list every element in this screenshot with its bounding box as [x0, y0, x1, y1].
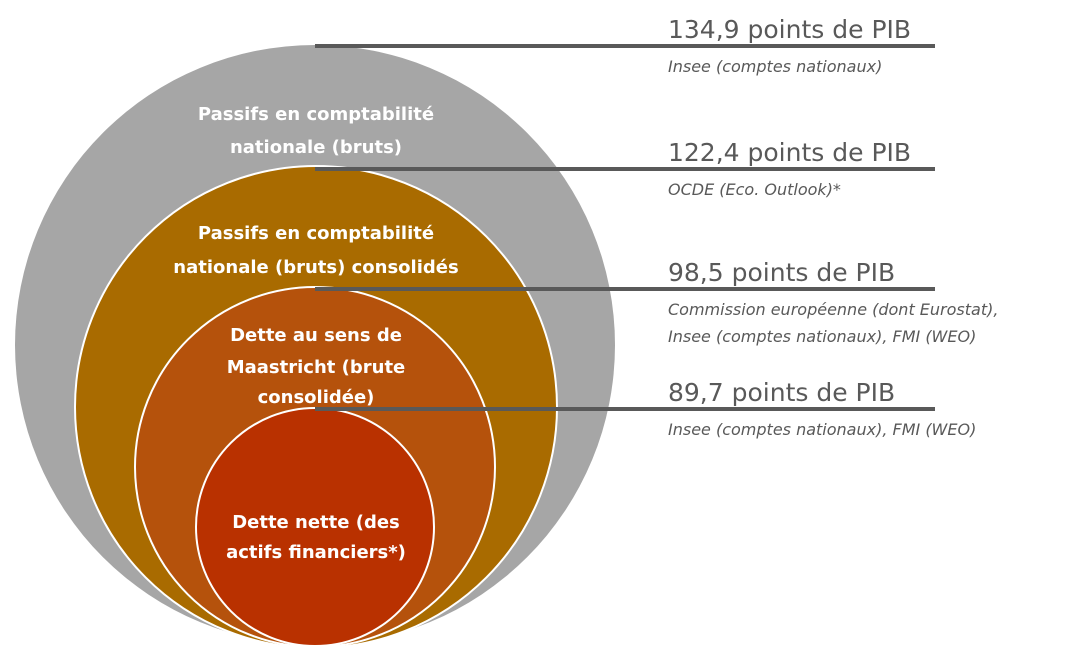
measure-value: 134,9 points de PIB — [668, 15, 911, 44]
circle-label: consolidée) — [258, 387, 375, 408]
circle-label: nationale (bruts) — [230, 137, 402, 158]
circle-label: Dette au sens de — [230, 325, 402, 346]
measure-source: Insee (comptes nationaux), FMI (WEO) — [668, 327, 976, 346]
measure-source: OCDE (Eco. Outlook)* — [668, 180, 841, 199]
measure-value: 122,4 points de PIB — [668, 138, 911, 167]
circle-label: Dette nette (des — [232, 512, 400, 533]
circle-label: Maastricht (brute — [227, 357, 406, 378]
measure-value: 89,7 points de PIB — [668, 378, 895, 407]
measure-source: Commission européenne (dont Eurostat), — [668, 300, 998, 319]
circle-label: Passifs en comptabilité — [198, 104, 434, 125]
circle-label: Passifs en comptabilité — [198, 223, 434, 244]
circle-label: nationale (bruts) consolidés — [173, 257, 458, 278]
measure-source: Insee (comptes nationaux) — [668, 57, 882, 76]
measure-value: 98,5 points de PIB — [668, 258, 895, 287]
measure-source: Insee (comptes nationaux), FMI (WEO) — [668, 420, 976, 439]
circle-label: actifs financiers*) — [226, 542, 406, 563]
